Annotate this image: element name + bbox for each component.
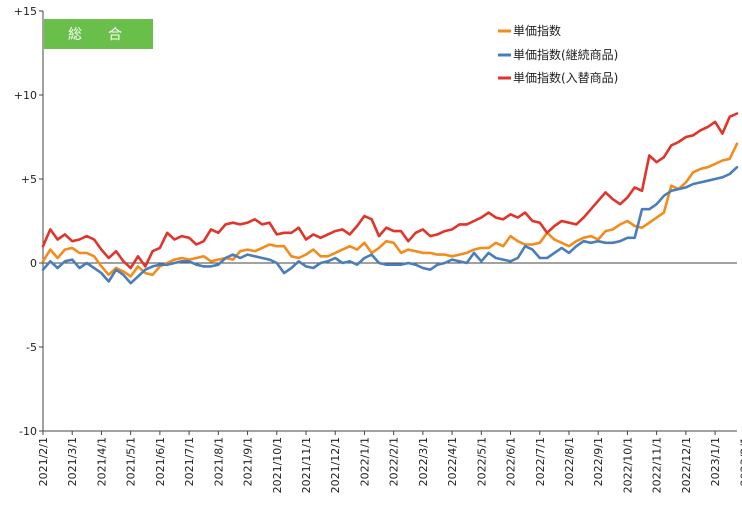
legend-label-blue: 単価指数(継続商品): [513, 47, 618, 62]
x-tick-label: 2021/9/1: [242, 437, 255, 486]
x-tick-label: 2022/4/1: [446, 437, 459, 486]
x-tick-label: 2021/2/1: [37, 437, 50, 486]
y-tick-label: +10: [14, 89, 37, 102]
x-tick-labels: 2021/2/1 2021/3/1 2021/4/1 2021/5/1 2021/6/1…: [37, 437, 742, 493]
x-tick-label: 2021/3/1: [66, 437, 79, 486]
x-tick-label: 2021/12/1: [329, 437, 342, 493]
x-tick-label: 2022/8/1: [563, 437, 576, 486]
x-tick-label: 2021/8/1: [212, 437, 225, 486]
x-tick-label: 2022/5/1: [475, 437, 488, 486]
x-tick-label: 2022/3/1: [417, 437, 430, 486]
y-tick-label: -10: [19, 425, 37, 438]
axes: [39, 10, 737, 435]
y-tick-label: -5: [26, 341, 37, 354]
series-line-red: [41, 112, 739, 270]
y-tick-label: 0: [30, 257, 37, 270]
x-tick-label: 2022/7/1: [534, 437, 547, 486]
x-tick-label: 2022/6/1: [505, 437, 518, 486]
y-tick-label: +15: [14, 5, 37, 18]
x-tick-label: 2021/5/1: [125, 437, 138, 486]
legend-label-red: 単価指数(入替商品): [513, 70, 618, 85]
legend-label-orange: 単価指数: [513, 23, 561, 38]
y-tick-labels: +15 +10 +5 0 -5 -10: [14, 5, 37, 438]
legend-item-blue: 単価指数(継続商品): [498, 47, 618, 62]
x-tick-label: 2023/1/1: [709, 437, 722, 486]
x-tick-label: 2023/2/1: [738, 437, 742, 486]
x-tick-label: 2021/10/1: [271, 437, 284, 493]
x-tick-label: 2022/10/1: [621, 437, 634, 493]
chart-title: 総 合: [68, 27, 128, 43]
legend-item-red: 単価指数(入替商品): [498, 70, 618, 85]
title-badge: 総 合: [44, 19, 153, 49]
x-tick-label: 2022/9/1: [592, 437, 605, 486]
series-line-orange: [41, 142, 739, 278]
x-tick-label: 2021/11/1: [300, 437, 313, 493]
x-tick-label: 2022/1/1: [358, 437, 371, 486]
x-tick-label: 2021/4/1: [95, 437, 108, 486]
x-tick-label: 2022/2/1: [388, 437, 401, 486]
x-tick-label: 2022/12/1: [680, 437, 693, 493]
series-line-blue: [41, 165, 739, 285]
legend-item-orange: 単価指数: [498, 23, 561, 38]
y-tick-label: +5: [21, 173, 37, 186]
x-tick-label: 2021/6/1: [154, 437, 167, 486]
x-tick-label: 2022/11/1: [651, 437, 664, 493]
title-badge-background: [44, 19, 153, 49]
x-tick-label: 2021/7/1: [183, 437, 196, 486]
series-lines: [41, 112, 739, 285]
legend: 単価指数 単価指数(継続商品) 単価指数(入替商品): [498, 23, 618, 85]
